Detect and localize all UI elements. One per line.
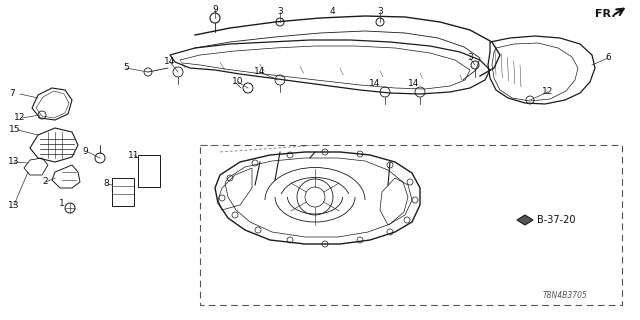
Text: 9: 9 — [82, 148, 88, 156]
Text: 6: 6 — [605, 53, 611, 62]
Text: 10: 10 — [232, 77, 244, 86]
Text: B-37-20: B-37-20 — [537, 215, 575, 225]
Text: 14: 14 — [164, 58, 176, 67]
Text: 12: 12 — [542, 87, 554, 97]
Text: 15: 15 — [9, 125, 20, 134]
Text: 4: 4 — [329, 7, 335, 17]
Text: 3: 3 — [467, 53, 473, 62]
Text: 14: 14 — [254, 68, 266, 76]
Text: 3: 3 — [377, 7, 383, 17]
Bar — [112, 178, 134, 206]
Text: 3: 3 — [277, 7, 283, 17]
Text: 13: 13 — [8, 201, 20, 210]
Text: 11: 11 — [128, 150, 140, 159]
Text: 9: 9 — [212, 5, 218, 14]
Text: 13: 13 — [8, 157, 20, 166]
Bar — [138, 155, 160, 187]
Polygon shape — [517, 215, 533, 225]
Text: 14: 14 — [408, 79, 420, 89]
Text: 14: 14 — [369, 79, 381, 89]
Text: T8N4B3705: T8N4B3705 — [543, 291, 588, 300]
Text: 8: 8 — [103, 180, 109, 188]
Text: 7: 7 — [9, 90, 15, 99]
Text: FR.: FR. — [595, 9, 616, 19]
Bar — [200, 145, 622, 305]
Text: 12: 12 — [14, 114, 26, 123]
Text: 1: 1 — [59, 199, 65, 209]
Text: 2: 2 — [42, 178, 48, 187]
Text: 5: 5 — [123, 63, 129, 73]
